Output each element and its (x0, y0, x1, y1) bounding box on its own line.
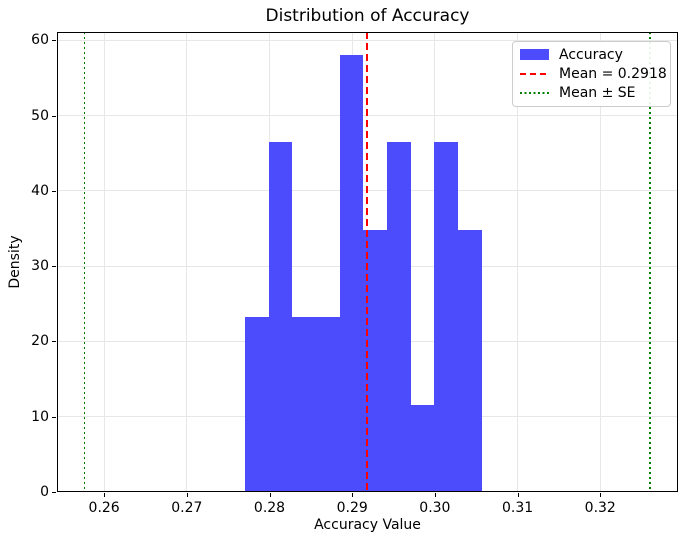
histogram-bar (434, 141, 459, 492)
gridline-x (186, 32, 188, 492)
y-tick-label: 20 (31, 333, 49, 350)
x-tick-label: 0.26 (88, 500, 120, 516)
x-tick (352, 493, 354, 497)
se-line-left (83, 32, 86, 492)
gridline-x (103, 32, 105, 492)
y-tick-label: 40 (31, 182, 49, 199)
x-tick (434, 493, 436, 497)
x-tick-label: 0.28 (253, 500, 286, 516)
legend-swatch-accuracy-patch (520, 49, 549, 61)
y-tick (52, 40, 56, 42)
y-tick (52, 266, 56, 268)
histogram-bar (268, 141, 292, 492)
histogram-bar (315, 317, 340, 492)
legend-item-mean: Mean = 0.2918 (520, 64, 667, 83)
legend-label-accuracy: Accuracy (559, 46, 623, 63)
y-tick (52, 115, 56, 117)
x-tick (186, 493, 188, 497)
chart-title: Distribution of Accuracy (265, 6, 470, 26)
se-line-right (649, 32, 651, 492)
legend-item-se: Mean ± SE (520, 84, 662, 103)
x-axis-label: Accuracy Value (314, 517, 421, 533)
legend: Accuracy Mean = 0.2918 Mean ± SE (512, 41, 671, 107)
y-tick (52, 492, 56, 493)
mean-line (366, 32, 369, 492)
histogram-bar (339, 54, 363, 492)
y-tick (52, 190, 56, 192)
y-tick (52, 341, 56, 343)
histogram-bar (291, 317, 316, 492)
x-tick (104, 493, 106, 497)
x-tick-label: 0.27 (171, 500, 203, 516)
legend-swatch-se-dotted-line (520, 92, 549, 95)
legend-item-accuracy: Accuracy (520, 45, 662, 64)
legend-swatch-mean-dashed-line (520, 72, 549, 75)
histogram-bar (386, 141, 411, 492)
histogram-bar (410, 404, 435, 492)
y-tick-label: 10 (31, 408, 49, 425)
x-tick-label: 0.31 (501, 500, 534, 516)
histogram-bar (244, 317, 269, 492)
histogram-bar (458, 229, 482, 492)
y-tick-label: 30 (31, 258, 49, 275)
gridline-x (599, 32, 601, 492)
legend-label-mean: Mean = 0.2918 (559, 65, 667, 82)
x-tick (269, 493, 271, 497)
x-tick (600, 493, 602, 497)
y-tick-label: 50 (31, 107, 49, 124)
y-tick-label: 60 (31, 32, 49, 49)
plot-area (57, 32, 678, 492)
legend-label-se: Mean ± SE (559, 85, 636, 102)
gridline-x (517, 32, 519, 492)
y-tick-label: 0 (40, 484, 49, 500)
x-tick-label: 0.30 (419, 500, 451, 516)
x-tick-label: 0.32 (584, 500, 616, 516)
y-tick (52, 416, 56, 418)
histogram-bar (362, 229, 387, 492)
x-tick-label: 0.29 (336, 500, 368, 516)
x-tick (517, 493, 519, 497)
